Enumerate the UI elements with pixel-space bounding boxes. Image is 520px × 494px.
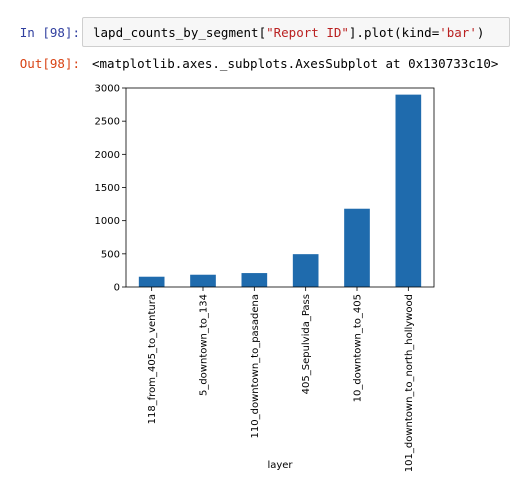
y-tick-label: 2500 [95, 117, 120, 128]
code-variable: lapd_counts_by_segment [93, 25, 259, 40]
x-tick-label: 405_Sepulvida_Pass [301, 294, 312, 394]
bar-101_downtown_to_north_hollywood [395, 94, 422, 287]
bar-110_downtown_to_pasadena [241, 273, 268, 287]
code-kind-argument: 'bar' [439, 25, 477, 40]
x-tick-label: 110_downtown_to_pasadena [250, 294, 261, 438]
y-tick-label: 0 [114, 283, 120, 294]
y-tick-label: 1500 [95, 183, 120, 194]
code-method-call: ].plot(kind= [348, 25, 440, 40]
code-string-literal: "Report ID" [266, 25, 349, 40]
code-cell[interactable]: lapd_counts_by_segment["Report ID"].plot… [82, 17, 510, 47]
y-tick-label: 1000 [95, 216, 120, 227]
x-tick-label: 101_downtown_to_north_hollywood [404, 294, 415, 472]
x-tick-label: 5_downtown_to_134 [199, 294, 210, 396]
y-tick-label: 3000 [95, 84, 120, 95]
code-bracket-open: [ [258, 25, 267, 40]
x-axis-title: layer [267, 460, 293, 471]
axes-group: 0 500 1000 1500 2000 2500 3000 118_from_405_to_… [95, 84, 435, 472]
bars-group [138, 94, 422, 287]
bar-10_downtown_to_405 [344, 208, 370, 287]
x-tick-label: 118_from_405_to_ventura [147, 294, 158, 424]
y-tick-label: 500 [101, 249, 120, 260]
x-tick-label: 10_downtown_to_405 [353, 294, 364, 402]
input-prompt: In [98]: [19, 25, 80, 40]
code-line[interactable]: lapd_counts_by_segment["Report ID"].plot… [93, 25, 484, 40]
output-prompt: Out[98]: [19, 56, 80, 71]
bar-405_Sepulvida_Pass [292, 254, 319, 287]
output-text: <matplotlib.axes._subplots.AxesSubplot a… [92, 56, 499, 71]
bar-5_downtown_to_134 [190, 274, 216, 287]
code-paren-close: ) [476, 25, 485, 40]
y-tick-label: 2000 [95, 150, 120, 161]
plot-frame [125, 87, 435, 288]
bar-118_from_405_to_ventura [138, 276, 165, 287]
